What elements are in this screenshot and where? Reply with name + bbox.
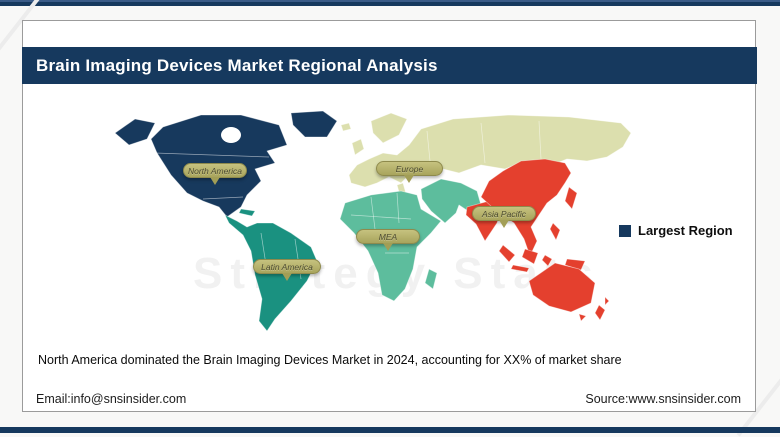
footer-source: Source:www.snsinsider.com [585,392,741,406]
map-label-asia-pacific: Asia Pacific [472,206,536,228]
map-label-text: North America [187,165,242,176]
bottom-accent-strip [0,427,780,433]
page-title: Brain Imaging Devices Market Regional An… [36,55,438,75]
footer-email: Email:info@snsinsider.com [36,392,187,406]
legend-swatch [619,224,631,237]
map-label-latin-america: Latin America [253,259,321,281]
map-label-europe: Europe [376,161,443,183]
title-bar: Brain Imaging Devices Market Regional An… [22,47,757,84]
legend: Largest Region [619,223,733,238]
map-label-mea: MEA [356,229,420,251]
top-accent-strip [0,0,780,6]
map-label-text: Latin America [261,261,313,272]
region-europe [340,112,631,200]
summary-text: North America dominated the Brain Imagin… [38,353,622,367]
map-label-text: Europe [395,163,424,174]
legend-label: Largest Region [638,223,733,238]
infographic-card: Brain Imaging Devices Market Regional An… [22,20,757,412]
map-label-text: MEA [378,231,398,242]
region-asia-pacific [465,158,610,322]
world-map [109,111,631,333]
map-label-north-america: North America [183,163,247,185]
map-label-text: Asia Pacific [482,208,526,219]
